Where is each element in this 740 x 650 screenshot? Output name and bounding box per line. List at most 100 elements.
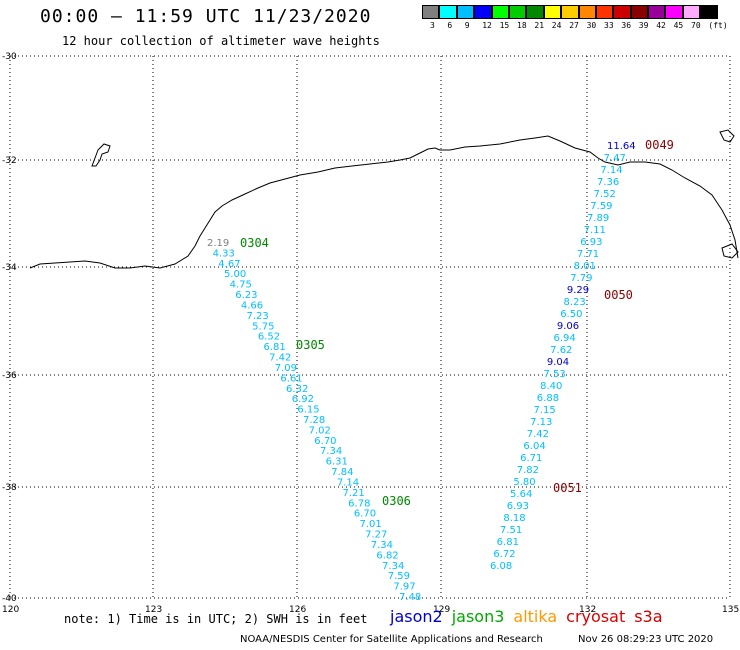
swh-value: 6.04: [523, 441, 545, 452]
swh-value: 7.14: [600, 165, 622, 176]
swh-value: 4.67: [218, 259, 240, 270]
legend-label: 18: [517, 21, 527, 30]
legend-swatch: [682, 5, 701, 19]
swh-value: 6.70: [354, 509, 376, 520]
pass-time-label: 0306: [382, 494, 411, 508]
satellite-name: cryosat: [566, 607, 626, 626]
swh-value: 5.00: [224, 269, 246, 280]
longitude-label: 135: [722, 605, 739, 615]
swh-value: 6.52: [258, 332, 280, 343]
longitude-label: 123: [145, 605, 162, 615]
latitude-label: -32: [2, 156, 17, 166]
swh-value: 2.19: [207, 238, 229, 249]
swh-value: 7.62: [550, 345, 572, 356]
legend-label: 39: [638, 21, 649, 30]
legend-label: 36: [621, 21, 632, 30]
swh-value: 5.75: [252, 321, 274, 332]
map-subtitle: 12 hour collection of altimeter wave hei…: [62, 34, 380, 48]
legend-swatch: [700, 5, 718, 19]
legend-label: 33: [604, 21, 614, 30]
swh-value: 4.33: [213, 248, 235, 259]
legend-swatch: [665, 5, 683, 19]
swh-value: 9.06: [557, 321, 579, 332]
island-outline: [91, 143, 111, 167]
swh-value: 8.40: [540, 381, 562, 392]
swh-value: 7.42: [527, 429, 549, 440]
legend-label: 42: [656, 21, 666, 30]
swh-value: 7.09: [275, 363, 297, 374]
legend-label: 45: [673, 21, 684, 30]
legend-label: 21: [534, 21, 545, 30]
legend-swatch: [422, 5, 440, 19]
pass-time-label: 0305: [296, 338, 325, 352]
satellite-name: altika: [513, 607, 558, 626]
latitude-label: -38: [2, 483, 17, 493]
swh-value: 7.82: [517, 465, 539, 476]
swh-value: 5.80: [513, 477, 535, 488]
swh-value: 7.89: [587, 213, 609, 224]
swh-value: 7.01: [359, 519, 381, 530]
pass-time-label: 0049: [645, 138, 674, 152]
swh-value: 7.15: [533, 405, 555, 416]
swh-value: 6.78: [348, 498, 370, 509]
satellite-name: jason2: [390, 607, 443, 626]
swh-value: 7.71: [577, 249, 599, 260]
pass-time-label: 0304: [240, 236, 269, 250]
latitude-label: -30: [2, 52, 17, 62]
legend-swatch: [613, 5, 631, 19]
longitude-label: 132: [579, 605, 596, 615]
swh-value: 6.92: [292, 394, 314, 405]
legend-swatch: [508, 5, 527, 19]
swh-value: 6.72: [493, 549, 515, 560]
swh-value: 7.27: [365, 530, 387, 541]
swh-value: 6.61: [280, 373, 302, 384]
legend-swatch: [543, 5, 562, 19]
swh-value: 7.52: [594, 189, 616, 200]
latitude-label: -40: [2, 594, 17, 604]
color-legend: [422, 5, 718, 19]
swh-value: 7.42: [269, 353, 291, 364]
swh-value: 6.94: [554, 333, 576, 344]
legend-label: 12: [482, 21, 492, 30]
swh-value: 7.84: [331, 467, 353, 478]
swh-value: 7.28: [303, 415, 325, 426]
swh-value: 6.70: [314, 436, 336, 447]
swh-value: 7.59: [590, 201, 612, 212]
swh-value: 6.32: [286, 384, 308, 395]
legend-label: 3: [430, 21, 435, 30]
altimeter-tracks: 2.194.334.675.004.756.234.667.235.756.52…: [207, 138, 674, 603]
satellite-legend: jason2 jason3 altika cryosat s3a: [390, 607, 672, 626]
swh-value: 6.88: [537, 393, 559, 404]
legend-swatch: [456, 5, 475, 19]
swh-value: 6.71: [520, 453, 542, 464]
longitude-label: 129: [433, 605, 450, 615]
legend-swatch: [526, 5, 544, 19]
swh-value: 7.11: [584, 225, 606, 236]
swh-value: 6.93: [507, 501, 529, 512]
swh-value: 5.64: [510, 489, 532, 500]
island-outline-east: [719, 129, 735, 143]
legend-swatch: [648, 5, 666, 19]
legend-label: 9: [464, 21, 470, 30]
swh-value: 8.23: [564, 297, 586, 308]
graticule: [9, 55, 731, 600]
latitude-label: -34: [2, 263, 17, 273]
swh-value: 6.23: [235, 290, 257, 301]
color-legend-labels: 3 6 9 12 15 18 21 24 27 30 33 36 39 42 45 70 (ft): [422, 21, 740, 33]
swh-value: 6.82: [376, 550, 398, 561]
swh-value: 7.34: [371, 540, 393, 551]
footer-note: note: 1) Time is in UTC; 2) SWH is in fe…: [64, 612, 368, 626]
latitude-label: -36: [2, 371, 17, 381]
swh-value: 7.14: [337, 477, 359, 488]
swh-value: 4.75: [230, 280, 252, 291]
swh-value: 6.31: [326, 457, 348, 468]
map-title: 00:00 – 11:59 UTC 11/23/2020: [40, 6, 372, 27]
satellite-name: jason3: [451, 607, 505, 626]
legend-swatch: [561, 5, 579, 19]
island-outline-southeast: [721, 243, 739, 259]
legend-swatch: [491, 5, 509, 19]
legend-label: (ft): [708, 21, 728, 30]
legend-swatch: [474, 5, 492, 19]
swh-value: 7.53: [543, 369, 565, 380]
